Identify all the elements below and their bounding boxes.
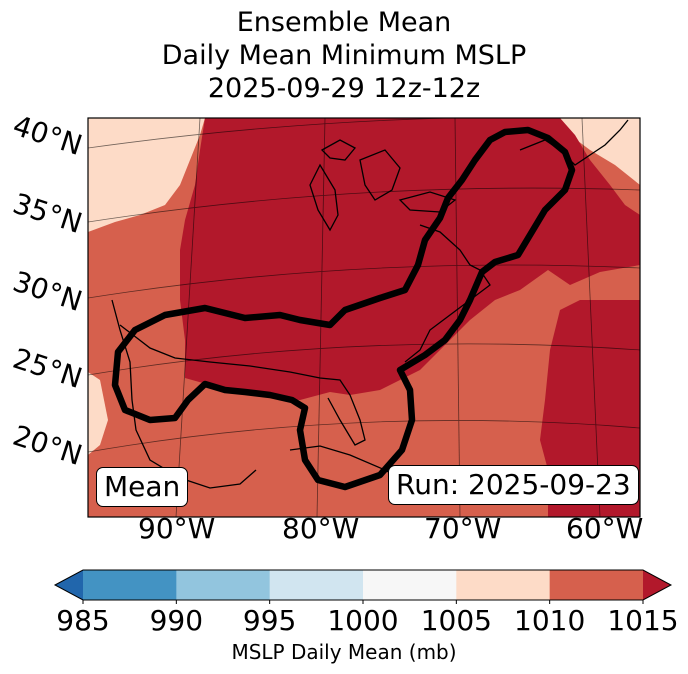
colorbar-segment	[176, 570, 271, 600]
meridian-80W	[316, 118, 326, 517]
title-line-3: 2025-09-29 12z-12z	[207, 73, 481, 104]
colorbar	[53, 569, 673, 604]
lon-label-80w: 80°W	[282, 512, 360, 545]
coastline-gulf	[119, 324, 366, 446]
parallel-20N	[88, 420, 640, 453]
colorbar-segment	[363, 570, 457, 600]
title-line-1: Ensemble Mean	[236, 7, 452, 38]
colorbar-tick-label: 995	[242, 604, 297, 637]
parallel-40N	[88, 118, 640, 149]
lon-label-70w: 70°W	[424, 512, 502, 545]
meridian-90W	[175, 118, 201, 517]
colorbar-extend-low	[55, 570, 83, 600]
parallel-25N	[88, 343, 640, 376]
coastline-great-lakes	[309, 139, 457, 232]
mean-label-box: Mean	[96, 467, 189, 507]
field-1005-1010-northwest	[88, 118, 205, 232]
colorbar-segment	[456, 570, 551, 600]
title-line-2: Daily Mean Minimum MSLP	[161, 40, 527, 71]
parallel-30N	[88, 264, 640, 299]
colorbar-extend-high	[643, 570, 671, 600]
field-1005-1010-west	[88, 372, 108, 455]
colorbar-label: MSLP Daily Mean (mb)	[231, 640, 457, 664]
field-1015-main	[180, 118, 640, 400]
lon-label-60w: 60°W	[566, 512, 644, 545]
colorbar-segment	[269, 570, 364, 600]
field-1015-east	[540, 300, 640, 517]
colorbar-tick-label: 1005	[420, 604, 492, 637]
field-1005-1010-northeast	[560, 118, 640, 185]
coastline-east	[404, 224, 491, 363]
map-panel	[87, 117, 641, 518]
contour-1015	[111, 126, 576, 491]
colorbar-segment	[549, 570, 644, 600]
colorbar-segment	[83, 570, 177, 600]
meridian-60W	[581, 118, 601, 517]
lon-label-90w: 90°W	[138, 512, 216, 545]
colorbar-tick-label: 1000	[327, 604, 399, 637]
run-label-box: Run: 2025-09-23	[388, 465, 639, 505]
colorbar-tick-label: 985	[56, 604, 110, 637]
colorbar-tick-label: 1015	[607, 604, 679, 637]
colorbar-tick-label: 990	[149, 604, 204, 637]
map-frame	[87, 117, 641, 518]
colorbar-tick-label: 1010	[514, 604, 586, 637]
